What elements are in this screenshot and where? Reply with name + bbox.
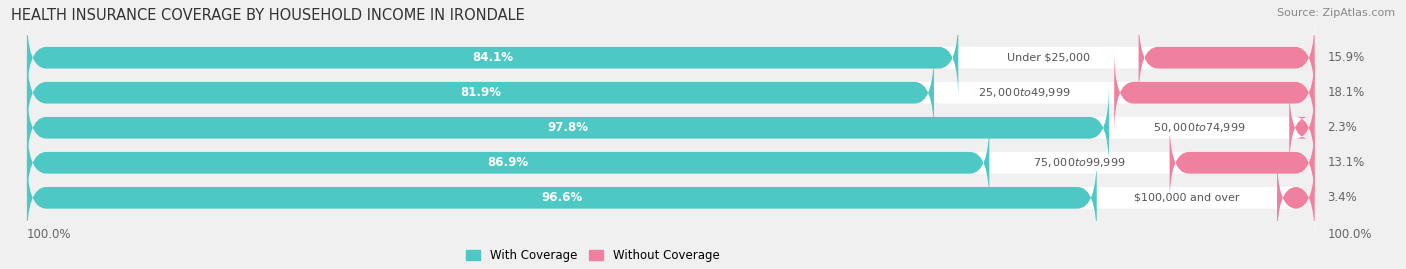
Text: 18.1%: 18.1% (1327, 86, 1365, 99)
Text: HEALTH INSURANCE COVERAGE BY HOUSEHOLD INCOME IN IRONDALE: HEALTH INSURANCE COVERAGE BY HOUSEHOLD I… (11, 8, 524, 23)
FancyBboxPatch shape (27, 121, 990, 204)
FancyBboxPatch shape (1139, 16, 1315, 100)
Text: $25,000 to $49,999: $25,000 to $49,999 (977, 86, 1070, 99)
Text: 100.0%: 100.0% (1327, 228, 1372, 241)
Text: 84.1%: 84.1% (472, 51, 513, 64)
FancyBboxPatch shape (1289, 86, 1315, 169)
Text: 3.4%: 3.4% (1327, 191, 1357, 204)
Legend: With Coverage, Without Coverage: With Coverage, Without Coverage (461, 244, 724, 267)
FancyBboxPatch shape (27, 86, 1109, 169)
FancyBboxPatch shape (27, 16, 1315, 100)
FancyBboxPatch shape (27, 51, 1315, 134)
Text: $50,000 to $74,999: $50,000 to $74,999 (1153, 121, 1246, 134)
Text: 15.9%: 15.9% (1327, 51, 1365, 64)
Text: $100,000 and over: $100,000 and over (1135, 193, 1240, 203)
Text: $75,000 to $99,999: $75,000 to $99,999 (1033, 156, 1126, 169)
Text: 13.1%: 13.1% (1327, 156, 1365, 169)
FancyBboxPatch shape (27, 51, 934, 134)
Text: 96.6%: 96.6% (541, 191, 582, 204)
FancyBboxPatch shape (1114, 51, 1315, 134)
Text: 81.9%: 81.9% (460, 86, 501, 99)
Text: 97.8%: 97.8% (547, 121, 589, 134)
FancyBboxPatch shape (27, 156, 1315, 239)
FancyBboxPatch shape (27, 156, 1097, 239)
FancyBboxPatch shape (27, 86, 1315, 169)
FancyBboxPatch shape (27, 121, 1315, 204)
Text: Source: ZipAtlas.com: Source: ZipAtlas.com (1277, 8, 1395, 18)
Text: Under $25,000: Under $25,000 (1007, 53, 1090, 63)
FancyBboxPatch shape (1277, 156, 1315, 239)
FancyBboxPatch shape (1170, 121, 1315, 204)
Text: 2.3%: 2.3% (1327, 121, 1357, 134)
Text: 86.9%: 86.9% (488, 156, 529, 169)
FancyBboxPatch shape (27, 16, 959, 100)
Text: 100.0%: 100.0% (27, 228, 72, 241)
